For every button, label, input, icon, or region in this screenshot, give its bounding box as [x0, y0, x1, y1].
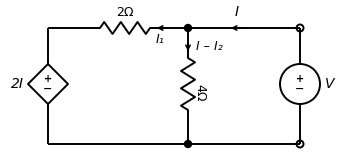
Text: I₁: I₁: [156, 33, 164, 46]
Text: I: I: [235, 5, 239, 19]
Text: +: +: [44, 74, 52, 84]
Text: 4Ω: 4Ω: [193, 84, 206, 101]
Text: +: +: [296, 74, 304, 84]
Text: V: V: [325, 77, 334, 91]
Text: I – I₂: I – I₂: [196, 40, 223, 52]
Circle shape: [185, 25, 191, 32]
Text: −: −: [43, 84, 53, 94]
Text: 2I: 2I: [11, 77, 24, 91]
Circle shape: [185, 140, 191, 148]
Text: 2Ω: 2Ω: [116, 6, 134, 19]
Text: −: −: [295, 84, 305, 94]
